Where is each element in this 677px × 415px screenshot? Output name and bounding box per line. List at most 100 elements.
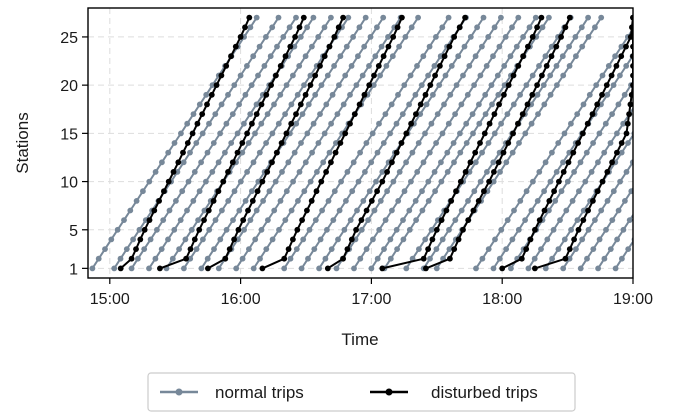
normal-trip-10-point-24 bbox=[433, 34, 439, 40]
normal-trip-10-point-13 bbox=[363, 140, 370, 146]
disturbed-trip-5-point-9 bbox=[457, 178, 464, 185]
normal-trip-6-point-7 bbox=[242, 198, 249, 204]
disturbed-trip-0-point-26 bbox=[246, 14, 253, 21]
normal-trip-5-point-6 bbox=[219, 207, 225, 214]
disturbed-trip-4-point-1 bbox=[340, 255, 346, 262]
disturbed-trip-4-point-0 bbox=[324, 265, 331, 272]
disturbed-trip-6-point-4 bbox=[460, 226, 466, 233]
disturbed-trip-1-point-6 bbox=[205, 207, 212, 214]
disturbed-trip-1-point-0 bbox=[157, 265, 163, 272]
normal-trip-11-point-2 bbox=[311, 246, 318, 253]
normal-trip-18-point-9 bbox=[477, 178, 484, 185]
normal-trip-2-point-6 bbox=[166, 207, 173, 214]
normal-trip-23-point-11 bbox=[595, 159, 601, 166]
normal-trip-8-point-3 bbox=[252, 236, 259, 243]
normal-trip-24-point-6 bbox=[580, 207, 587, 214]
normal-trip-5-point-13 bbox=[263, 140, 269, 146]
normal-trip-23-point-1 bbox=[531, 255, 538, 262]
normal-trip-11-point-4 bbox=[324, 226, 330, 233]
normal-trip-7-point-9 bbox=[272, 178, 279, 185]
normal-trip-26-point-5 bbox=[609, 217, 616, 224]
normal-trip-16-point-19 bbox=[501, 82, 508, 88]
disturbed-trip-1-point-9 bbox=[220, 178, 227, 185]
normal-trip-5-point-18 bbox=[294, 91, 301, 98]
normal-trip-2-point-21 bbox=[261, 63, 268, 69]
x-tick-label-2: 17:00 bbox=[351, 291, 391, 308]
normal-trip-9-point-8 bbox=[301, 188, 308, 195]
normal-trip-1-point-22 bbox=[250, 53, 257, 60]
disturbed-trip-6-point-0 bbox=[423, 265, 429, 272]
normal-trip-14-point-15 bbox=[445, 120, 452, 127]
disturbed-trip-4-point-18 bbox=[422, 91, 429, 98]
disturbed-trip-7-point-5 bbox=[536, 217, 543, 224]
normal-trip-27-line bbox=[597, 213, 633, 269]
normal-trip-8-point-0 bbox=[233, 265, 240, 272]
normal-trip-1-point-1 bbox=[117, 255, 124, 262]
normal-trip-27-point-0 bbox=[595, 265, 601, 272]
normal-trip-23-point-8 bbox=[576, 188, 582, 195]
disturbed-trip-1-point-17 bbox=[258, 101, 265, 108]
normal-trip-20-point-6 bbox=[511, 207, 517, 214]
normal-trip-21-point-25 bbox=[649, 24, 655, 30]
normal-trip-25-point-15 bbox=[655, 121, 661, 127]
disturbed-trip-6-point-20 bbox=[539, 72, 545, 79]
disturbed-trip-5-point-21 bbox=[515, 63, 522, 69]
disturbed-trip-4-point-16 bbox=[413, 111, 419, 117]
normal-trip-1 bbox=[111, 14, 282, 272]
normal-trip-7-point-14 bbox=[304, 130, 311, 137]
normal-trip-11-point-10 bbox=[362, 169, 368, 175]
normal-trip-12-point-6 bbox=[354, 207, 360, 214]
normal-trip-15-point-22 bbox=[507, 53, 514, 60]
normal-trip-4-point-3 bbox=[182, 236, 189, 243]
disturbed-trip-8-point-23 bbox=[630, 43, 633, 50]
disturbed-trip-5-point-10 bbox=[462, 169, 469, 175]
disturbed-trip-0-point-15 bbox=[194, 120, 201, 127]
disturbed-trip-2-point-8 bbox=[254, 188, 261, 195]
normal-trip-17-point-0 bbox=[403, 265, 410, 272]
disturbed-trip-5-point-18 bbox=[501, 91, 507, 98]
normal-trip-5-point-15 bbox=[275, 120, 282, 127]
normal-trip-1-point-2 bbox=[123, 246, 130, 253]
normal-trip-8-point-12 bbox=[309, 149, 315, 156]
x-axis-label: Time bbox=[341, 330, 378, 349]
normal-trip-2-point-17 bbox=[236, 101, 243, 108]
normal-trip-4-point-1 bbox=[169, 255, 176, 262]
normal-trip-23-point-19 bbox=[646, 82, 652, 88]
disturbed-trip-4-point-7 bbox=[368, 198, 375, 204]
normal-trip-14-point-9 bbox=[408, 178, 414, 185]
normal-trip-7-point-19 bbox=[336, 82, 342, 88]
normal-trip-17-point-13 bbox=[485, 140, 492, 146]
normal-trip-13-point-15 bbox=[428, 120, 435, 127]
disturbed-trip-2 bbox=[205, 14, 346, 272]
normal-trip-8-point-4 bbox=[258, 226, 265, 233]
normal-trip-20-point-13 bbox=[555, 140, 562, 146]
normal-trip-1-point-18 bbox=[225, 91, 231, 98]
normal-trip-16 bbox=[381, 14, 552, 272]
normal-trip-15-point-13 bbox=[450, 140, 457, 146]
normal-trip-2-point-18 bbox=[242, 91, 249, 98]
normal-trip-13-point-25 bbox=[491, 24, 498, 31]
normal-trip-24-point-12 bbox=[618, 149, 625, 156]
normal-trip-15-point-26 bbox=[532, 14, 539, 21]
normal-trip-5-point-12 bbox=[256, 149, 263, 156]
disturbed-trip-1-point-2 bbox=[187, 246, 194, 253]
normal-trip-26-point-10 bbox=[641, 169, 647, 175]
disturbed-trip-7-point-23 bbox=[623, 43, 629, 50]
disturbed-trip-7-point-16 bbox=[589, 111, 596, 117]
normal-trip-16-point-17 bbox=[489, 101, 495, 108]
normal-trip-10-point-21 bbox=[414, 63, 420, 69]
normal-trip-15-point-0 bbox=[368, 265, 375, 272]
normal-trip-3-point-4 bbox=[171, 226, 178, 233]
normal-trip-5-point-19 bbox=[301, 82, 307, 88]
disturbed-trip-3-point-24 bbox=[390, 34, 397, 40]
disturbed-trip-8-point-17 bbox=[627, 101, 633, 108]
normal-trip-21-point-1 bbox=[496, 255, 503, 262]
normal-trip-27-point-2 bbox=[607, 246, 614, 253]
disturbed-trip-2-point-12 bbox=[273, 149, 280, 156]
normal-trip-3-point-26 bbox=[310, 14, 317, 21]
normal-trip-5-point-20 bbox=[307, 72, 314, 79]
normal-trip-23-point-21 bbox=[658, 63, 664, 69]
normal-trip-8-point-23 bbox=[378, 43, 385, 50]
normal-trip-26-line bbox=[579, 186, 633, 269]
normal-trip-7-point-23 bbox=[361, 43, 368, 50]
